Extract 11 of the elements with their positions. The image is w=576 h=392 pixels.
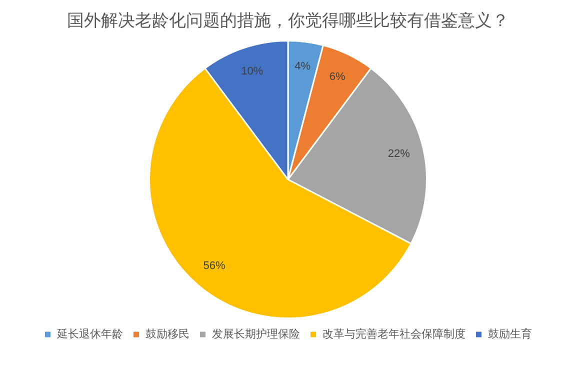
legend-label: 延长退休年龄 xyxy=(56,327,123,340)
data-label: 22% xyxy=(388,148,410,160)
data-label: 4% xyxy=(294,60,311,73)
data-label: 10% xyxy=(241,66,264,78)
legend-label: 改革与完善老年社会保障制度 xyxy=(322,327,466,340)
data-label: 56% xyxy=(203,260,226,272)
legend-label: 发展长期护理保险 xyxy=(212,327,300,340)
chart-title: 国外解决老龄化问题的措施，你觉得哪些比较有借鉴意义？ xyxy=(66,10,510,33)
data-label: 6% xyxy=(329,71,346,84)
legend-label: 鼓励生育 xyxy=(488,327,532,340)
legend-label: 鼓励移民 xyxy=(145,327,190,340)
